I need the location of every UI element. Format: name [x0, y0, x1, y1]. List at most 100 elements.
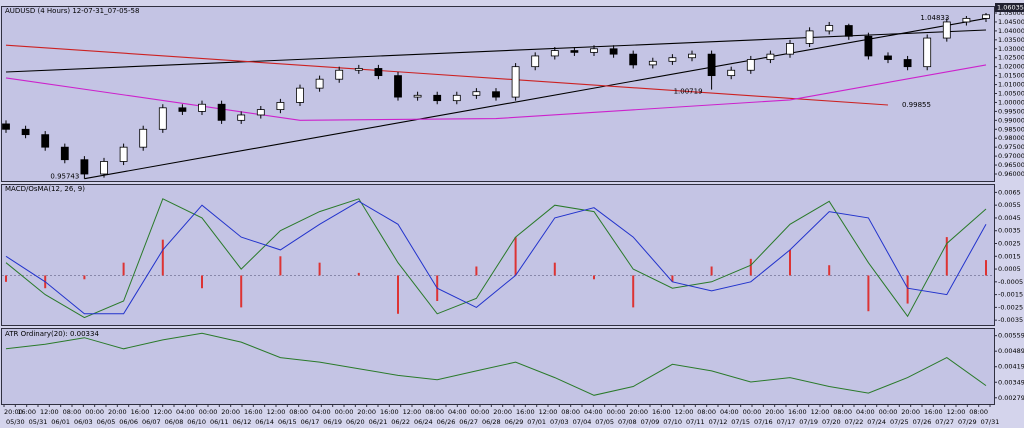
candle-body [531, 55, 540, 68]
candle-body [864, 35, 873, 57]
candle-body [727, 69, 736, 77]
y-tick-label: -0.0005 [998, 278, 1023, 286]
trend-line [84, 17, 987, 180]
y-tick-label: 0.97000 [998, 152, 1024, 160]
x-tick-label: 04:00 [312, 408, 331, 416]
candle-body [80, 159, 89, 175]
x-tick-label: 04:00 [856, 408, 875, 416]
macd-line [5, 198, 987, 319]
x-tick-label: 08:00 [289, 408, 308, 416]
y-tick-label: 0.97500 [998, 143, 1024, 151]
candle-body [198, 103, 206, 112]
x-tick-label: 00:00 [335, 408, 354, 416]
candle-body [60, 146, 69, 161]
x-tick-label: 07/25 [890, 418, 909, 426]
x-tick-label: 12:00 [539, 408, 558, 416]
candle-body [590, 48, 598, 53]
candle-body [139, 128, 148, 148]
osma-bar [279, 256, 282, 276]
candle-body [982, 14, 990, 19]
x-tick-label: 00:00 [879, 408, 898, 416]
y-tick-label: 0.98500 [998, 125, 1024, 133]
trend-line [5, 29, 987, 73]
x-tick-label: 07/11 [686, 418, 705, 426]
x-tick-label: 16:00 [924, 408, 943, 416]
x-tick-label: 07/01 [527, 418, 546, 426]
x-tick-label: 07/20 [822, 418, 841, 426]
panel-title: AUDUSD (4 Hours) 12-07-31_07-05-58 [5, 7, 139, 15]
x-tick-label: 06/14 [255, 418, 274, 426]
y-tick-label: 0.0065 [998, 188, 1021, 196]
candle-body [550, 50, 559, 57]
panel-title: ATR Ordinary(20): 0.00334 [5, 330, 99, 338]
candle-body [884, 55, 892, 60]
x-tick-label: 04:00 [584, 408, 603, 416]
osma-bar [122, 262, 125, 276]
x-tick-label: 06/08 [165, 418, 184, 426]
y-tick-label: 0.99500 [998, 107, 1024, 115]
osma-bar [749, 258, 752, 276]
x-tick-label: 07/05 [595, 418, 614, 426]
candle-body [100, 161, 108, 175]
current-price-box [995, 3, 1024, 12]
osma-bar [514, 237, 517, 276]
y-tick-label: 0.00279 [998, 394, 1024, 402]
x-tick-label: 06/01 [51, 418, 70, 426]
x-tick-label: 00:00 [607, 408, 626, 416]
x-tick-label: 12:00 [403, 408, 422, 416]
y-tick-label: 0.96500 [998, 161, 1024, 169]
candle-body [570, 50, 579, 53]
candle-body [276, 102, 285, 111]
x-tick-label: 06/03 [74, 418, 93, 426]
x-tick-label: 07/12 [709, 418, 728, 426]
atr-line [5, 332, 987, 396]
candle-body [158, 107, 167, 130]
x-tick-label: 06/06 [119, 418, 138, 426]
price-annotation: 1.00719 [674, 88, 703, 96]
x-tick-label: 16:00 [652, 408, 671, 416]
x-tick-label: 04:00 [448, 408, 467, 416]
candle-body [923, 37, 932, 68]
x-tick-label: 06/28 [482, 418, 501, 426]
x-tick-label: 06/22 [391, 418, 410, 426]
candle-body [786, 43, 794, 55]
x-tick-label: 06/17 [301, 418, 320, 426]
price-annotation: 1.04833 [920, 14, 949, 22]
candle-body [942, 21, 951, 39]
osma-bar [789, 249, 791, 276]
x-tick-label: 12:00 [40, 408, 59, 416]
x-tick-label: 07/15 [731, 418, 750, 426]
x-tick-label: 07/10 [663, 418, 682, 426]
x-tick-label: 06/07 [142, 418, 161, 426]
x-tick-label: 12:00 [675, 408, 694, 416]
x-tick-label: 07/22 [845, 418, 864, 426]
x-tick-label: 20:00 [4, 408, 23, 416]
x-tick-label: 20:00 [493, 408, 512, 416]
candle-body [354, 68, 363, 71]
y-tick-label: -0.0015 [998, 291, 1023, 299]
x-tick-label: 06/11 [210, 418, 229, 426]
osma-bar [985, 260, 987, 276]
x-tick-label: 16:00 [244, 408, 263, 416]
osma-bar [83, 275, 86, 280]
y-tick-label: 0.98000 [998, 134, 1024, 142]
y-tick-label: 0.00419 [998, 363, 1024, 371]
candle-body [217, 103, 226, 121]
candle-body [237, 114, 246, 121]
x-tick-label: 07/17 [777, 418, 796, 426]
osma-bar [828, 265, 831, 276]
x-tick-label: 05/30 [6, 418, 25, 426]
osma-bar [553, 262, 556, 276]
x-tick-label: 07/29 [958, 418, 977, 426]
y-tick-label: 0.0005 [998, 265, 1021, 273]
y-tick-label: 0.0055 [998, 201, 1021, 209]
candle-body [844, 25, 853, 37]
candle-body [21, 128, 30, 136]
candle-body [256, 109, 265, 116]
candle-body [688, 53, 696, 59]
x-tick-label: 07/09 [641, 418, 660, 426]
price-annotation: 0.99855 [902, 101, 931, 109]
y-tick-label: 1.02500 [998, 54, 1024, 62]
x-tick-label: 06/29 [505, 418, 524, 426]
x-tick-label: 06/26 [437, 418, 456, 426]
